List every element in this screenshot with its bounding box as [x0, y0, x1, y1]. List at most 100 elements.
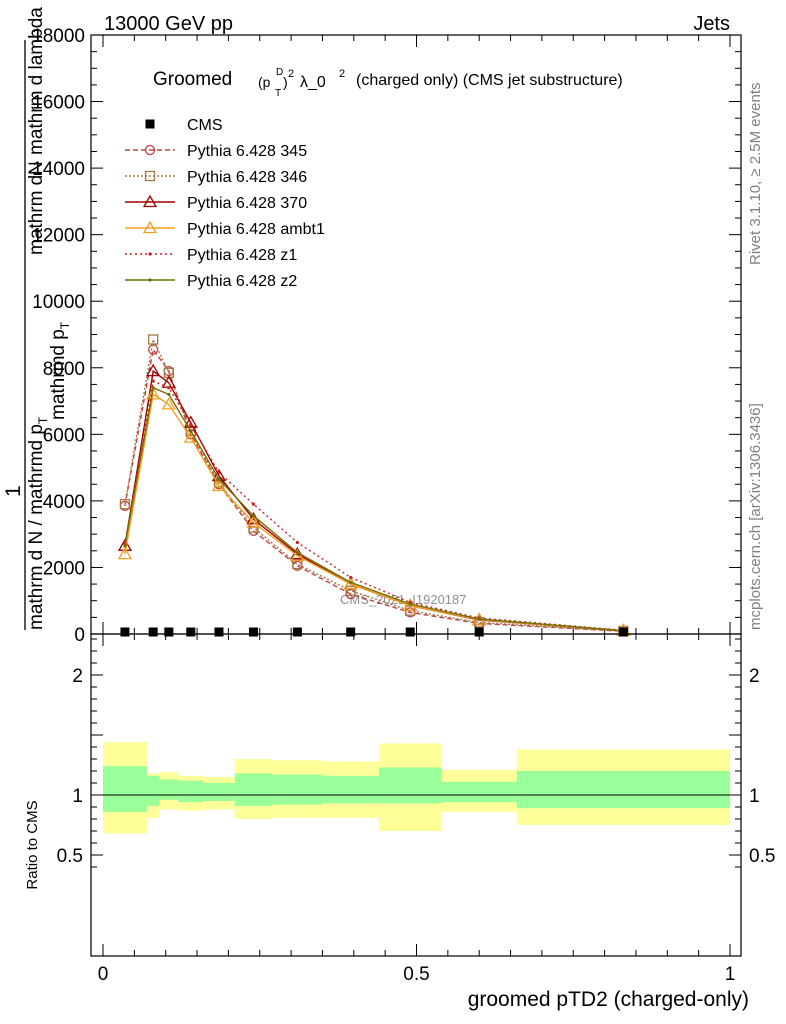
- series-point-2: [146, 363, 161, 377]
- cms-data-point: [214, 627, 224, 637]
- legend-marker-1: [144, 170, 156, 182]
- cms-data-point: [292, 627, 302, 637]
- main-y-tick-label: 0: [74, 625, 85, 646]
- series-point-1: [148, 334, 159, 345]
- legend: CMS Pythia 6.428 345 Pythia 6.428 346 Pythi…: [125, 117, 325, 290]
- series-point-5: [217, 477, 221, 481]
- ratio-y-label: Ratio to CMS: [24, 800, 41, 889]
- ylabel-numerator-pt: mathrmd pT: [48, 321, 72, 420]
- legend-marker-5: [148, 278, 152, 282]
- series-point-5: [151, 386, 155, 390]
- ratio-y-tick-label: 2: [72, 666, 83, 687]
- title-paren-close: ): [283, 74, 288, 90]
- ylabel-numerator-lambda: mathrm d lambda: [26, 7, 47, 155]
- ylabel-denom-text: mathrm d N / mathrmd p: [26, 424, 47, 630]
- ratio-band-inner: [146, 775, 160, 806]
- series-point-4: [349, 575, 353, 580]
- ylabel-numerator-d: mathrm d: [26, 175, 47, 255]
- main-y-tick-label: 10000: [32, 292, 85, 313]
- series-point-2: [183, 415, 198, 428]
- main-y-tick-label: 14000: [32, 159, 85, 180]
- cms-data-point: [164, 627, 174, 637]
- title-p-letter: p: [263, 74, 271, 90]
- title-sub: T: [275, 88, 281, 99]
- legend-marker-cms: [145, 119, 155, 129]
- series-point-3: [211, 478, 227, 492]
- ratio-y-tick-label: 0.5: [57, 846, 83, 867]
- series-point-4: [251, 502, 256, 506]
- legend-label-3: Pythia 6.428 ambt1: [187, 221, 325, 238]
- title-paren-open: (: [258, 74, 263, 90]
- header-left: 13000 GeV pp: [104, 13, 233, 35]
- cms-data-point: [618, 627, 628, 637]
- series-point-4: [217, 471, 221, 475]
- series-point-5: [251, 514, 256, 518]
- title-square: 2: [288, 68, 294, 80]
- cms-data-point: [148, 627, 158, 637]
- ylabel-denominator: mathrm d N / mathrmd pT: [26, 416, 50, 630]
- series-point-4: [167, 386, 171, 390]
- title-p: (p: [258, 74, 271, 90]
- legend-label-1: Pythia 6.428 346: [187, 169, 307, 186]
- title-groomed: Groomed: [153, 69, 232, 90]
- ratio-band-inner: [234, 773, 273, 806]
- ratio-y-tick-label-right: 0.5: [749, 846, 775, 867]
- series-point-1: [345, 585, 356, 596]
- rivet-version-label: Rivet 3.1.10, ≥ 2.5M events: [747, 83, 764, 266]
- ylabel-numer3-sub: T: [58, 321, 72, 329]
- ratio-band-inner: [178, 780, 204, 803]
- legend-label-cms: CMS: [187, 117, 223, 134]
- ratio-band-inner: [516, 771, 730, 809]
- series-point-3: [146, 387, 161, 400]
- cms-data-point: [346, 627, 356, 637]
- series-point-5: [295, 550, 299, 555]
- cms-data-point: [186, 627, 196, 637]
- ratio-y-tick-label-right: 1: [749, 786, 760, 807]
- series-point-1: [119, 499, 131, 510]
- mcplots-label: mcplots.cern.ch [arXiv:1306.3436]: [747, 403, 764, 630]
- cms-data-point: [405, 627, 415, 637]
- main-y-tick-label: 18000: [32, 26, 85, 47]
- series-line-3: [124, 393, 624, 632]
- ylabel-one: 1: [2, 485, 25, 497]
- title-lambda: λ_0: [300, 74, 326, 91]
- series-point-5: [349, 580, 353, 585]
- ratio-y-tick-label: 1: [72, 786, 83, 807]
- ratio-band-inner: [203, 783, 235, 801]
- x-axis-label: groomed pTD2 (charged-only): [468, 988, 749, 1011]
- ratio-band-inner: [103, 766, 147, 812]
- series-point-3: [161, 397, 176, 410]
- main-y-tick-label: 16000: [32, 93, 85, 114]
- title-suffix: (charged only) (CMS jet substructure): [356, 72, 623, 89]
- legend-marker-3: [142, 220, 158, 234]
- legend-label-2: Pythia 6.428 370: [187, 195, 307, 212]
- cms-data-point: [248, 627, 258, 637]
- series-point-5: [189, 429, 193, 433]
- title-sup: D: [276, 67, 283, 78]
- series-point-3: [290, 548, 305, 561]
- ratio-band-inner: [441, 781, 517, 803]
- series-point-1: [292, 558, 303, 570]
- ratio-panel: 0.5 0.5 1 1 2 2 0 0.5 1: [57, 633, 775, 985]
- cms-data-point: [474, 627, 484, 637]
- ratio-band-inner: [378, 767, 442, 804]
- series-line-4: [124, 380, 624, 631]
- main-y-tick-label: 4000: [43, 492, 85, 513]
- header-right: Jets: [693, 13, 730, 35]
- main-y-tick-label: 6000: [43, 425, 85, 446]
- ratio-band-inner: [322, 775, 379, 804]
- legend-marker-4: [148, 252, 152, 256]
- ylabel-denom-sub: T: [36, 416, 50, 424]
- x-tick-label: 0.5: [403, 964, 429, 985]
- chart-title: Groomed (p D T ) 2 λ_0 2 (charged only) …: [153, 67, 623, 99]
- legend-marker-0: [144, 144, 156, 156]
- x-tick-label: 0: [98, 964, 109, 985]
- ylabel-numer3-text: mathrmd p: [48, 329, 69, 420]
- legend-label-4: Pythia 6.428 z1: [187, 247, 297, 264]
- ratio-band-inner: [159, 779, 179, 800]
- series-point-4: [295, 540, 299, 545]
- legend-label-0: Pythia 6.428 345: [187, 143, 307, 160]
- series-point-5: [477, 617, 481, 621]
- cms-data-point: [120, 627, 130, 637]
